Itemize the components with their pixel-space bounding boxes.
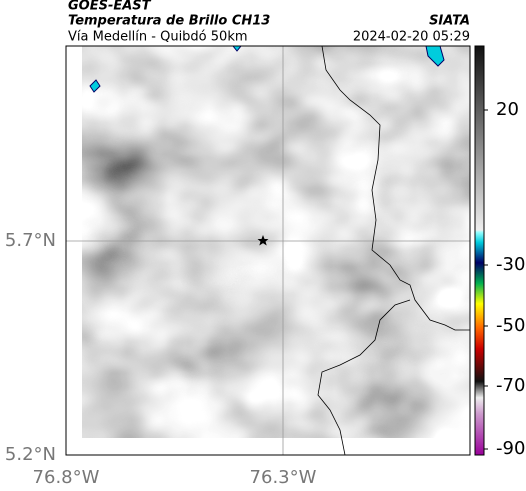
lat-label: 5.2°N xyxy=(5,444,56,465)
datetime: 2024-02-20 05:29 xyxy=(353,30,470,45)
colorbar-label: -90 xyxy=(496,438,525,459)
cold-cloud xyxy=(89,46,445,93)
map xyxy=(66,46,470,455)
colorbar-label: -70 xyxy=(496,375,525,396)
satellite: GOES-EAST xyxy=(68,0,152,14)
brightness-field xyxy=(82,46,470,438)
region: Vía Medellín - Quibdó 50km xyxy=(68,30,248,45)
boundary xyxy=(317,299,411,455)
colorbar-label: -50 xyxy=(496,315,525,336)
location-marker xyxy=(257,235,269,246)
colorbar-label: 20 xyxy=(496,99,519,120)
map-frame xyxy=(65,45,471,456)
lon-label: 76.8°W xyxy=(33,467,100,488)
colorbar-ticks: 20 -30 -50 -70 -90 xyxy=(484,99,525,459)
colorbar-label: -30 xyxy=(496,254,525,275)
source: SIATA xyxy=(429,14,470,29)
colorbar xyxy=(474,45,485,456)
lon-label: 76.3°W xyxy=(250,467,317,488)
boundary xyxy=(321,46,470,331)
lat-label: 5.7°N xyxy=(5,230,56,251)
product: Temperatura de Brillo CH13 xyxy=(68,14,270,29)
